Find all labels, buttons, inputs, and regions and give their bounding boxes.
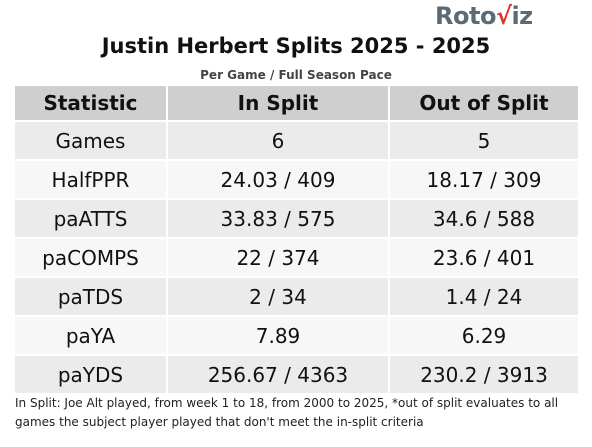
stat-name-cell: Games	[15, 120, 168, 160]
in-split-cell: 2 / 34	[167, 276, 390, 316]
out-of-split-cell: 230.2 / 3913	[389, 354, 578, 393]
out-of-split-cell: 6.29	[389, 315, 578, 355]
logo-text-right: iz	[511, 2, 533, 30]
in-split-cell: 33.83 / 575	[167, 198, 390, 238]
table-row: HalfPPR 24.03 / 409 18.17 / 309	[15, 159, 578, 199]
table-header-row: Statistic In Split Out of Split	[15, 86, 578, 121]
stat-name-cell: paYA	[15, 315, 168, 355]
out-of-split-cell: 18.17 / 309	[389, 159, 578, 199]
in-split-cell: 22 / 374	[167, 237, 390, 277]
header-statistic: Statistic	[15, 86, 168, 121]
out-of-split-cell: 5	[389, 120, 578, 160]
table-row: paTDS 2 / 34 1.4 / 24	[15, 276, 578, 316]
table-row: paCOMPS 22 / 374 23.6 / 401	[15, 237, 578, 277]
out-of-split-cell: 1.4 / 24	[389, 276, 578, 316]
out-of-split-cell: 23.6 / 401	[389, 237, 578, 277]
table-row: Games 6 5	[15, 120, 578, 160]
stat-name-cell: paTDS	[15, 276, 168, 316]
splits-table: Statistic In Split Out of Split Games 6 …	[15, 86, 578, 393]
in-split-cell: 6	[167, 120, 390, 160]
page-subtitle: Per Game / Full Season Pace	[200, 68, 392, 82]
table-row: paYDS 256.67 / 4363 230.2 / 3913	[15, 354, 578, 393]
header-in-split: In Split	[167, 86, 390, 121]
stat-name-cell: HalfPPR	[15, 159, 168, 199]
stat-name-cell: paCOMPS	[15, 237, 168, 277]
rotoviz-logo: Roto√iz	[435, 2, 533, 30]
in-split-cell: 24.03 / 409	[167, 159, 390, 199]
stat-name-cell: paYDS	[15, 354, 168, 393]
logo-check-mark: √	[495, 2, 512, 30]
header-out-of-split: Out of Split	[389, 86, 578, 121]
page-title: Justin Herbert Splits 2025 - 2025	[101, 34, 491, 58]
table-row: paATTS 33.83 / 575 34.6 / 588	[15, 198, 578, 238]
split-footnote: In Split: Joe Alt played, from week 1 to…	[15, 396, 559, 429]
stat-name-cell: paATTS	[15, 198, 168, 238]
in-split-cell: 7.89	[167, 315, 390, 355]
in-split-cell: 256.67 / 4363	[167, 354, 390, 393]
table-row: paYA 7.89 6.29	[15, 315, 578, 355]
logo-text-left: Roto	[435, 2, 496, 30]
out-of-split-cell: 34.6 / 588	[389, 198, 578, 238]
